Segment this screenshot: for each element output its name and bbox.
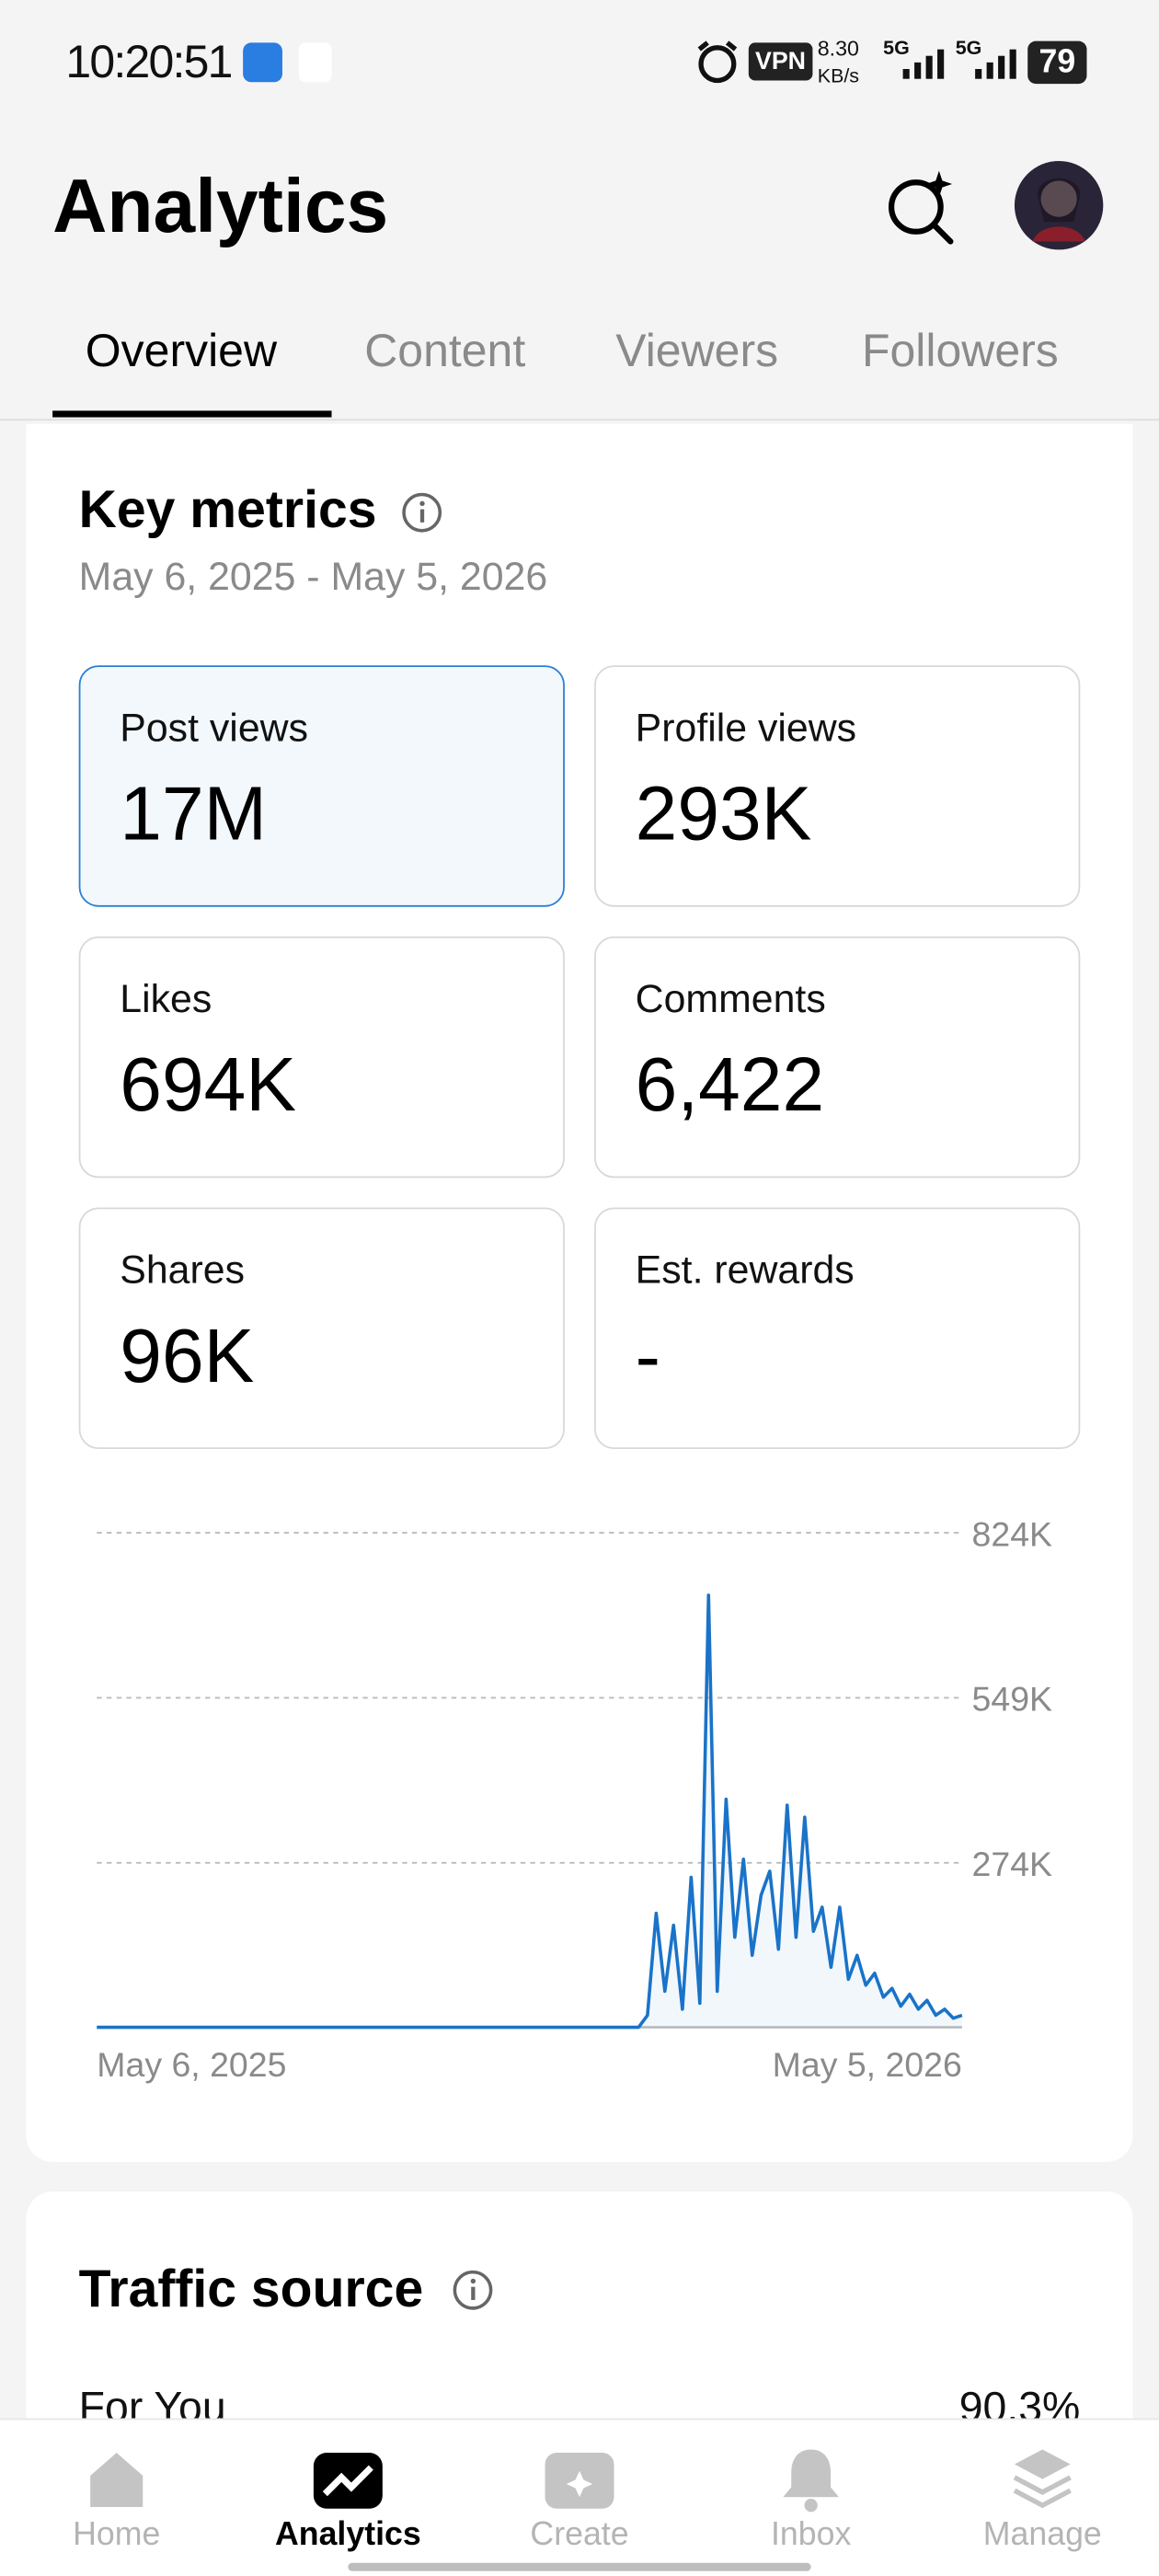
metric-value: 6,422 xyxy=(635,1041,825,1127)
analytics-icon[interactable] xyxy=(312,2451,384,2510)
x-tick-label: May 6, 2025 xyxy=(97,2045,286,2084)
avatar[interactable] xyxy=(1013,159,1105,251)
metric-value: 96K xyxy=(120,1312,255,1398)
home-icon[interactable] xyxy=(86,2448,148,2511)
nav-label[interactable]: Manage xyxy=(982,2516,1102,2553)
battery: 79 xyxy=(1027,40,1087,85)
tab[interactable]: Overview xyxy=(85,325,278,376)
y-tick-label: 824K xyxy=(972,1514,1052,1553)
y-tick-label: 274K xyxy=(972,1845,1052,1883)
section-title: Traffic source xyxy=(78,2259,424,2318)
metric-label: Post views xyxy=(120,706,308,752)
metric-label: Likes xyxy=(120,977,212,1022)
metric-tile[interactable]: Post views 17M xyxy=(78,665,565,907)
section-title: Key metrics xyxy=(78,479,377,539)
search-button[interactable] xyxy=(880,165,962,247)
metric-value: 293K xyxy=(635,770,812,857)
status-icon xyxy=(298,42,332,83)
nav-label[interactable]: Home xyxy=(73,2516,161,2553)
home-indicator xyxy=(348,2562,811,2571)
data-line xyxy=(97,1593,963,2030)
metric-tile[interactable]: Likes 694K xyxy=(78,936,565,1179)
line-area xyxy=(97,1594,962,2028)
tab[interactable]: Viewers xyxy=(615,325,779,376)
metric-tile[interactable]: Shares 96K xyxy=(78,1207,565,1449)
status-icon xyxy=(243,42,282,83)
nav-label[interactable]: Inbox xyxy=(770,2516,852,2553)
signal-icon xyxy=(975,49,1016,79)
chart: 274K 549K 824K May 6, 2025 May 5, 2026 xyxy=(97,1514,1052,2084)
net-speed: 8.30 xyxy=(817,36,859,62)
tab[interactable]: Content xyxy=(364,325,526,376)
metric-value: - xyxy=(635,1312,661,1398)
nav-label[interactable]: Analytics xyxy=(274,2516,421,2553)
tab[interactable]: Followers xyxy=(861,325,1059,376)
clock: 10:20:51 xyxy=(65,36,233,87)
x-tick-label: May 5, 2026 xyxy=(773,2045,962,2084)
info-icon[interactable] xyxy=(400,491,442,534)
net-type: 5G xyxy=(883,36,910,60)
metric-tile[interactable]: Est. rewards - xyxy=(594,1207,1081,1449)
alarm-icon xyxy=(697,40,738,84)
nav-label[interactable]: Create xyxy=(530,2516,629,2553)
metric-tile[interactable]: Comments 6,422 xyxy=(594,936,1081,1179)
manage-icon[interactable] xyxy=(1010,2444,1075,2513)
net-speed-unit: KB/s xyxy=(817,63,860,87)
metric-value: 694K xyxy=(120,1041,297,1127)
metric-label: Profile views xyxy=(635,706,857,752)
date-range: May 6, 2025 - May 5, 2026 xyxy=(78,555,548,600)
metric-label: Shares xyxy=(120,1248,246,1294)
metric-value: 17M xyxy=(120,770,267,857)
signal-icon xyxy=(902,49,945,79)
inbox-icon[interactable] xyxy=(778,2444,843,2513)
tab-indicator xyxy=(52,410,332,418)
divider xyxy=(0,419,1159,421)
metric-tile[interactable]: Profile views 293K xyxy=(594,665,1081,907)
y-tick-label: 549K xyxy=(972,1680,1052,1719)
net-type: 5G xyxy=(955,36,982,60)
metric-label: Comments xyxy=(635,977,826,1022)
vpn-badge: VPN xyxy=(748,42,813,81)
info-icon[interactable] xyxy=(452,2269,494,2311)
create-icon[interactable] xyxy=(544,2451,616,2510)
page-title: Analytics xyxy=(52,162,389,248)
metric-label: Est. rewards xyxy=(635,1248,855,1294)
